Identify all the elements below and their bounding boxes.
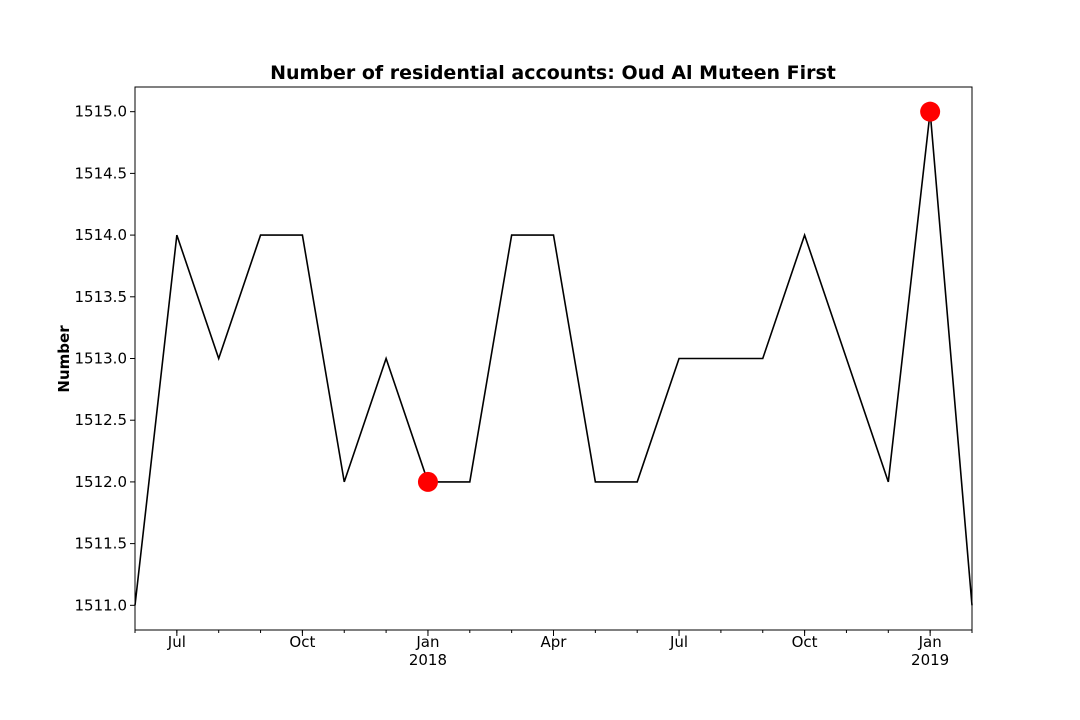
highlight-point [417,471,438,492]
y-tick-label: 1513.0 [75,350,128,368]
x-tick-label: Oct [792,633,818,651]
y-tick-label: 1511.0 [75,596,128,614]
y-tick-label: 1514.0 [75,226,128,244]
x-tick-label: Jul [669,633,688,651]
y-tick-label: 1513.5 [75,288,128,306]
y-tick-label: 1515.0 [75,103,128,121]
x-tick-label: Oct [289,633,315,651]
y-tick-label: 1514.5 [75,164,128,182]
x-tick-label: Apr [541,633,568,651]
x-tick-label: Jan [918,633,942,651]
chart-title: Number of residential accounts: Oud Al M… [270,62,836,84]
x-tick-label: Jan [415,633,439,651]
series-line [134,111,973,606]
y-tick-label: 1511.5 [75,535,128,553]
y-tick-label: 1512.5 [75,411,128,429]
plot-area: 1511.0 1511.5 1512.0 1512.5 1513.0 1513.5 1514… [75,86,973,669]
x-tick-year-label: 2019 [911,651,949,669]
x-tick-label: Jul [167,633,186,651]
highlight-point [920,101,941,122]
x-tick-year-label: 2018 [409,651,447,669]
y-axis-label: Number [55,325,73,393]
y-tick-label: 1512.0 [75,473,128,491]
